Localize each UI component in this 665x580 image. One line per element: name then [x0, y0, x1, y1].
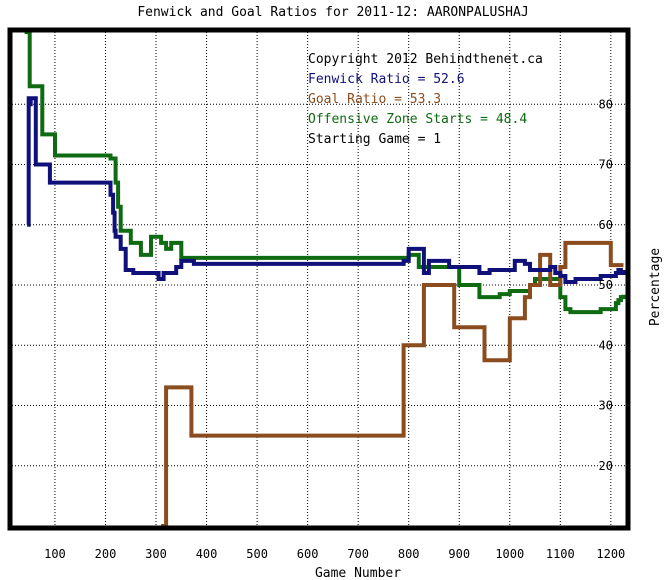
y-tick-label: 80	[599, 97, 613, 111]
y-tick-label: 30	[599, 399, 613, 413]
annotation-line: Offensive Zone Starts = 48.4	[308, 112, 527, 127]
series-line-goal-ratio	[161, 240, 624, 528]
y-tick-label: 60	[599, 218, 613, 232]
annotation-line: Starting Game = 1	[308, 132, 441, 147]
x-tick-label: 600	[297, 547, 319, 561]
annotation-line: Copyright 2012 Behindthenet.ca	[308, 52, 543, 67]
y-tick-labels: 20 30 40 50 60 70 80	[599, 97, 613, 472]
x-tick-label: 100	[44, 547, 66, 561]
x-tick-label: 1000	[495, 547, 524, 561]
annotation-line: Fenwick Ratio = 52.6	[308, 72, 465, 87]
x-tick-label: 900	[448, 547, 470, 561]
annotation-block: Copyright 2012 Behindthenet.ca Fenwick Ra…	[308, 52, 543, 147]
x-tick-label: 400	[196, 547, 218, 561]
annotation-line: Goal Ratio = 53.3	[308, 92, 441, 107]
chart-title: Fenwick and Goal Ratios for 2011-12: AAR…	[137, 5, 528, 20]
y-tick-label: 20	[599, 459, 613, 473]
x-tick-label: 500	[246, 547, 268, 561]
x-tick-label: 800	[398, 547, 420, 561]
x-tick-label: 1200	[596, 547, 625, 561]
series-line-offensive-zone-starts	[24, 30, 626, 315]
series-line-fenwick-ratio	[26, 96, 626, 284]
y-tick-label: 40	[599, 338, 613, 352]
x-tick-label: 200	[95, 547, 117, 561]
y-tick-label: 50	[599, 278, 613, 292]
y-tick-label: 70	[599, 158, 613, 172]
x-tick-label: 300	[145, 547, 167, 561]
x-axis-label: Game Number	[315, 566, 401, 580]
y-axis-label: Percentage	[648, 248, 663, 326]
x-tick-label: 1100	[546, 547, 575, 561]
plot-frame	[7, 27, 631, 531]
series-layer	[24, 30, 626, 528]
x-tick-label: 700	[347, 547, 369, 561]
x-tick-labels: 100 200 300 400 500 600 700 800 900 1000 1100 1200	[44, 547, 625, 561]
